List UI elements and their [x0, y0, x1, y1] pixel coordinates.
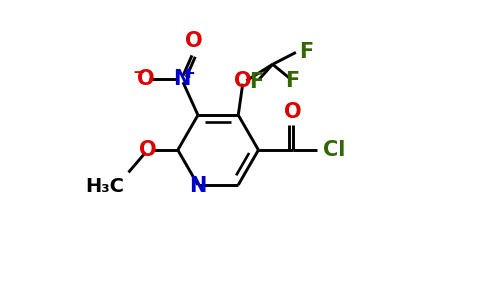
Text: F: F [249, 72, 263, 92]
Text: N: N [173, 69, 190, 89]
Text: O: O [185, 31, 202, 51]
Text: F: F [285, 71, 299, 91]
Text: O: O [137, 69, 154, 89]
Text: Cl: Cl [323, 140, 345, 160]
Text: −: − [133, 65, 146, 80]
Text: O: O [139, 140, 157, 160]
Text: O: O [234, 71, 252, 91]
Text: H₃C: H₃C [85, 177, 124, 196]
Text: N: N [189, 176, 207, 196]
Text: F: F [300, 42, 314, 62]
Text: +: + [182, 66, 196, 81]
Text: O: O [284, 102, 302, 122]
